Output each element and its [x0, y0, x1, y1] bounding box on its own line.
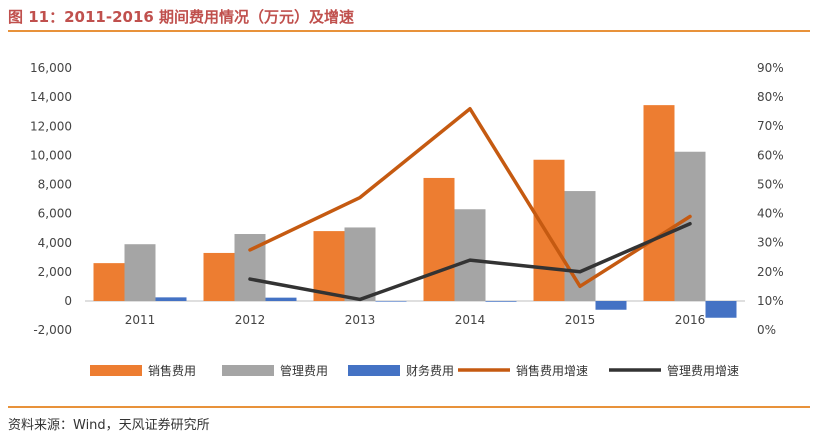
left-axis-ticks: -2,000 0 2,000 4,000 6,000 8,000 10,000 12,000 1…	[30, 61, 72, 337]
legend-label-管理费用增速: 管理费用增速	[667, 363, 739, 378]
right-axis-tick-label: 70%	[757, 119, 784, 133]
left-axis-tick-label: 12,000	[30, 119, 72, 133]
left-axis-tick-label: 10,000	[30, 148, 72, 162]
legend-label-销售费用: 销售费用	[148, 363, 196, 378]
line-销售费用增速	[248, 107, 692, 289]
left-axis-tick-label: 4,000	[38, 236, 72, 250]
right-axis-tick-label: 20%	[757, 265, 784, 279]
category-label: 2011	[125, 313, 156, 327]
legend-label-管理费用: 管理费用	[280, 363, 328, 378]
bar-series	[93, 105, 737, 318]
bar-财务费用-2014	[485, 301, 517, 302]
source-note: 资料来源：Wind，天风证券研究所	[8, 418, 210, 433]
legend-swatch-销售费用	[90, 365, 142, 376]
left-axis-tick-label: 14,000	[30, 90, 72, 104]
line-series	[248, 107, 692, 302]
right-axis-tick-label: 0%	[757, 323, 776, 337]
left-axis-tick-label: 16,000	[30, 61, 72, 75]
category-label: 2016	[675, 313, 706, 327]
right-axis-tick-label: 10%	[757, 294, 784, 308]
bar-财务费用-2016	[705, 301, 737, 318]
category-label: 2015	[565, 313, 596, 327]
legend-swatch-管理费用	[222, 365, 274, 376]
right-axis-tick-label: 90%	[757, 61, 784, 75]
line-管理费用增速	[248, 221, 692, 302]
bar-管理费用-2011	[124, 244, 156, 301]
bar-销售费用-2012	[203, 252, 235, 301]
left-axis-tick-label: 6,000	[38, 207, 72, 221]
bar-管理费用-2015	[564, 191, 596, 301]
bar-财务费用-2015	[595, 301, 627, 310]
right-axis-tick-label: 30%	[757, 236, 784, 250]
bar-销售费用-2014	[423, 177, 455, 301]
bar-销售费用-2013	[313, 231, 345, 301]
bar-管理费用-2013	[344, 227, 376, 301]
title-divider	[8, 30, 810, 32]
right-axis-tick-label: 80%	[757, 90, 784, 104]
right-axis-tick-label: 40%	[757, 207, 784, 221]
chart-title: 图 11：2011-2016 期间费用情况（万元）及增速	[8, 8, 355, 26]
category-label: 2012	[235, 313, 266, 327]
bar-销售费用-2011	[93, 263, 125, 301]
category-labels: 2011 2012 2013 2014 2015 2016	[125, 313, 706, 327]
right-axis-tick-label: 60%	[757, 148, 784, 162]
category-label: 2014	[455, 313, 486, 327]
left-axis-tick-label: 8,000	[38, 178, 72, 192]
left-axis-tick-label: -2,000	[33, 323, 72, 337]
right-axis-ticks: 0% 10% 20% 30% 40% 50% 60% 70% 80% 90%	[757, 61, 784, 337]
legend-swatch-财务费用	[348, 365, 400, 376]
legend: 销售费用 管理费用 财务费用 销售费用增速 管理费用增速	[90, 363, 739, 378]
left-axis-tick-label: 2,000	[38, 265, 72, 279]
right-axis-tick-label: 50%	[757, 177, 784, 191]
left-axis-tick-label: 0	[64, 294, 72, 308]
bar-财务费用-2012	[265, 297, 297, 301]
bar-管理费用-2014	[454, 209, 486, 301]
bar-财务费用-2013	[375, 301, 407, 302]
legend-label-财务费用: 财务费用	[406, 363, 454, 378]
bar-销售费用-2015	[533, 159, 565, 301]
category-label: 2013	[345, 313, 376, 327]
source-divider	[8, 406, 810, 408]
bar-销售费用-2016	[643, 105, 675, 302]
legend-label-销售费用增速: 销售费用增速	[516, 363, 588, 378]
bar-管理费用-2016	[674, 151, 706, 301]
chart: -2,000 0 2,000 4,000 6,000 8,000 10,000 12,000 1…	[30, 61, 784, 378]
bar-财务费用-2011	[155, 297, 187, 301]
